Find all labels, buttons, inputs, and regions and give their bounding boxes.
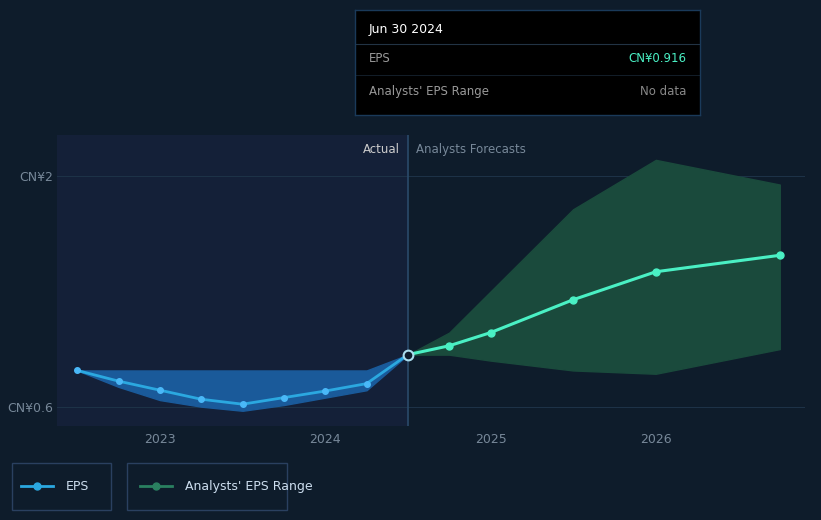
Bar (127, 463, 287, 510)
Bar (57, 135, 408, 426)
Text: Analysts' EPS Range: Analysts' EPS Range (185, 479, 312, 493)
Text: No data: No data (640, 85, 686, 98)
Text: Actual: Actual (363, 144, 400, 157)
Text: Jun 30 2024: Jun 30 2024 (369, 22, 443, 35)
Bar (12, 463, 111, 510)
Text: Analysts Forecasts: Analysts Forecasts (416, 144, 526, 157)
Bar (408, 135, 805, 426)
Text: CN¥0.916: CN¥0.916 (628, 52, 686, 65)
Text: Analysts' EPS Range: Analysts' EPS Range (369, 85, 488, 98)
Text: EPS: EPS (369, 52, 391, 65)
Text: EPS: EPS (66, 479, 89, 493)
